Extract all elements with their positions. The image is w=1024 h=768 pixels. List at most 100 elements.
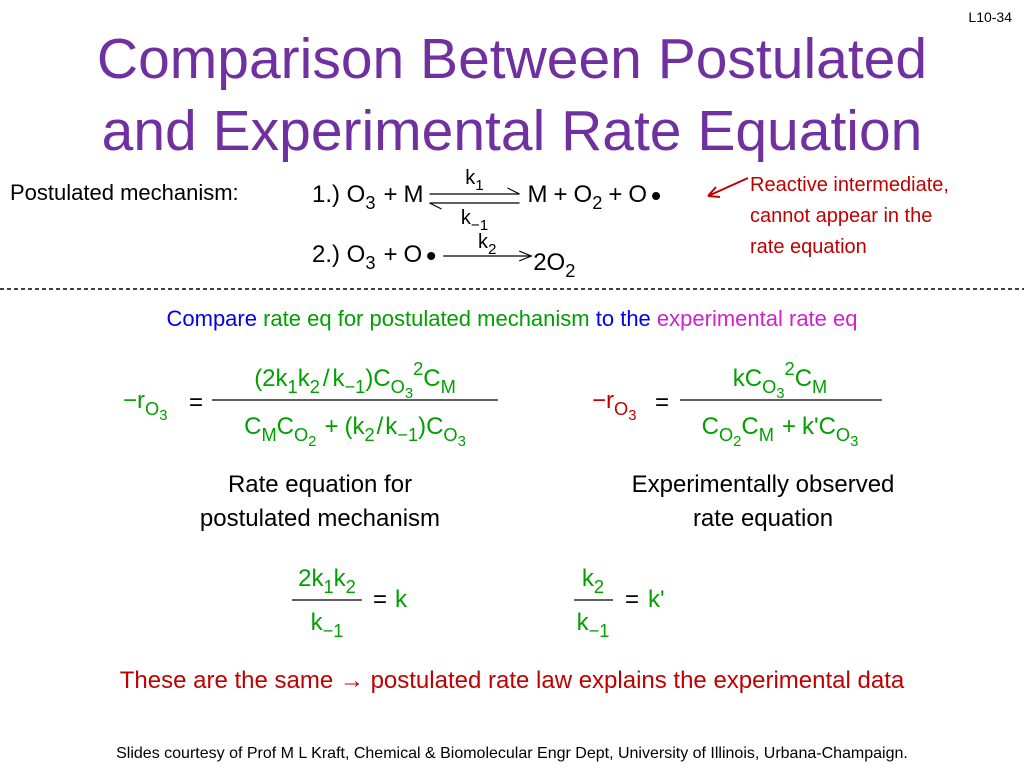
compare-text: to the [596,306,651,331]
equation-term: −r [592,387,614,414]
compare-text: rate eq for postulated mechanism [263,306,590,331]
equation: 2.) O3 + O [312,241,422,273]
equation-term: k [385,413,398,440]
equation-term: O [574,181,593,208]
conclusion-arrow: → [340,667,364,694]
equation-term: M [528,181,548,208]
equation-term: 2 [785,358,795,379]
equation: −rO3 [123,387,167,424]
equation-term: 2 [346,576,356,597]
equals: = [373,586,387,613]
equation-term: k [577,609,590,636]
equation-term: k [461,207,472,229]
note-arrow [707,177,749,197]
equation-term: −r [123,387,145,414]
equation-term: 2 [733,434,741,450]
equation-term: 2 [413,358,423,379]
equation-term: + [782,413,796,440]
equation-term: M [404,181,424,208]
equilibrium-arrow [507,187,520,195]
equation-term: 2 [308,434,316,450]
equation-term: 2k [298,565,324,592]
equation-term: + [554,181,568,208]
equation: 1.) O3 + M [312,181,424,213]
equation: k2 [478,231,496,258]
equation-term: O [145,398,159,419]
equilibrium-arrow [429,202,442,210]
equation-term: )C [365,365,390,392]
equation: k2 [582,565,604,597]
title: and Experimental Rate Equation [102,99,923,163]
conclusion-text: These are the same [120,667,333,694]
mechanism-label: Postulated mechanism: [10,180,239,205]
note: Reactive intermediate, [750,174,949,196]
equation-term: + [384,181,398,208]
equation-term: / [377,413,384,440]
equation-term: O [762,376,776,397]
equation-term: −1 [323,620,344,641]
equation-term: k [333,365,346,392]
equation-term: −1 [471,217,488,234]
footer: Slides courtesy of Prof M L Kraft, Chemi… [116,745,908,762]
caption: Experimentally observed [632,471,895,498]
equation-term: O [443,424,457,445]
equation-term: 2 [310,376,320,397]
caption: rate equation [693,505,833,532]
equation-term: / [323,365,330,392]
equation-term: 3 [405,386,413,402]
equation-term: 1.) O [312,181,365,208]
equation-term: C [702,413,719,440]
equation-term: 2 [488,241,496,258]
equation-term: k [311,609,324,636]
equation-term: + [608,181,622,208]
equation-term: kC [733,365,762,392]
compare-text: Compare [167,306,257,331]
equation-term: O [614,398,628,419]
reaction-arrow [518,250,533,262]
equation-term: −1 [397,424,418,445]
equation-term: O [391,376,405,397]
equation-term: O [294,424,308,445]
equation-term: )C [418,413,443,440]
equation-term: k [334,565,347,592]
equation: 2O2 [533,249,575,281]
equation-term: C [277,413,294,440]
equation: 2k1k2 [298,565,356,597]
equation: k−1 [311,609,344,641]
equation-term: M [759,424,774,445]
equation-term: −1 [589,620,610,641]
equation: −rO3 [592,387,636,424]
equation-term: 1 [324,576,334,597]
equation-term: k [478,231,489,253]
equation-term: C [423,365,440,392]
equation-term: 3 [850,434,858,450]
result: k [395,586,408,613]
equation: k1 [465,167,483,194]
radical-dot [427,252,436,260]
equation-term: C [741,413,758,440]
equation-term: C [795,365,812,392]
compare-text: experimental rate eq [657,306,858,331]
equation-term: (k [344,413,365,440]
equation: CMCO2+ (k2/k−1)CO3 [244,413,466,450]
equation-term: k'C [802,413,836,440]
equation-term: + [384,241,398,268]
equals: = [625,586,639,613]
equation-term: + [324,413,338,440]
equation-term: (2k [254,365,288,392]
equation-term: 3 [776,386,784,402]
caption: Rate equation for [228,471,412,498]
note: cannot appear in the [750,205,932,227]
equation-term: M [261,424,276,445]
equation-term: M [441,376,456,397]
equation-term: 1 [288,376,298,397]
equation-term: 3 [458,434,466,450]
equation-term: 3 [159,408,167,424]
equation: (2k1k2/k−1)CO32CM [254,358,456,402]
equation-term: 2.) O [312,241,365,268]
equation-term: 3 [365,192,375,213]
equation-term: 1 [475,177,483,194]
equation-term: 2 [364,424,374,445]
